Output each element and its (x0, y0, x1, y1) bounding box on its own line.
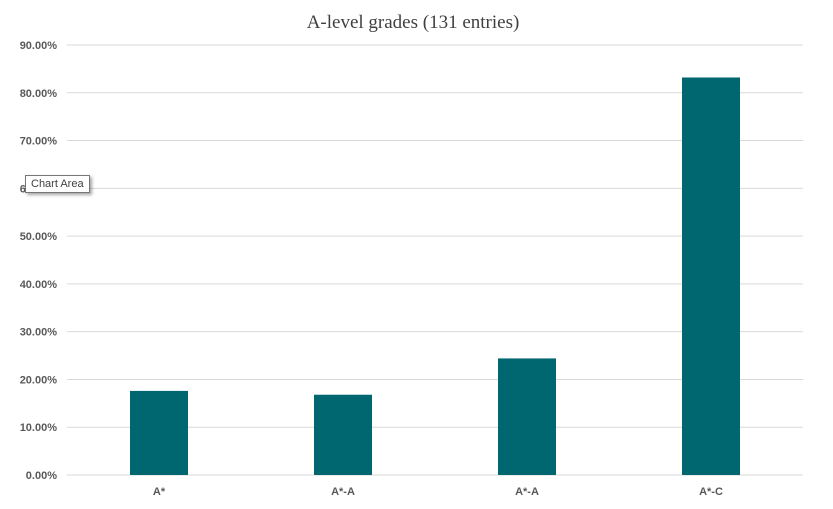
y-tick-label: 90.00% (20, 40, 58, 52)
y-tick-label: 80.00% (20, 88, 58, 100)
x-tick-label: A*-A (331, 486, 355, 498)
x-tick-label: A*-C (699, 486, 723, 498)
bar[interactable] (498, 358, 556, 475)
y-tick-label: 20.00% (20, 374, 58, 386)
x-tick-label: A*-A (515, 486, 539, 498)
y-tick-label: 70.00% (20, 136, 58, 148)
y-tick-label: 30.00% (20, 327, 58, 339)
chart-area-tooltip: Chart Area (25, 175, 90, 193)
bar[interactable] (682, 77, 740, 475)
gridlines (67, 44, 803, 476)
bar[interactable] (130, 390, 188, 475)
y-tick-label: 50.00% (20, 231, 58, 243)
x-axis-ticks: A* A*-A A*-A A*-C (153, 486, 723, 498)
y-tick-label: 0.00% (26, 470, 57, 482)
chart-title: A-level grades (131 entries) (307, 12, 520, 33)
bars (130, 77, 740, 475)
y-tick-label: 10.00% (20, 422, 58, 434)
y-tick-label: 40.00% (20, 279, 58, 291)
bar[interactable] (314, 394, 372, 475)
y-axis-ticks: 0.00%10.00%20.00%30.00%40.00%50.00%60.00… (20, 40, 58, 482)
x-tick-label: A* (153, 486, 166, 498)
